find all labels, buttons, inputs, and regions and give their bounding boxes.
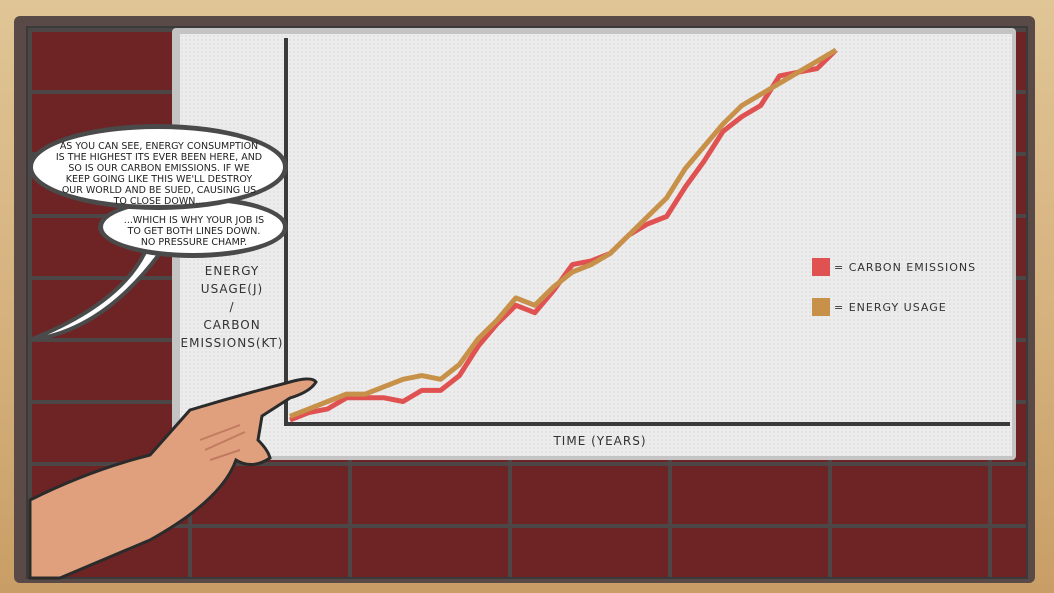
speech-bubble-2: ...which is why your job is to get both … (98, 196, 288, 258)
legend-item-carbon: = Carbon Emissions (812, 258, 976, 276)
legend-swatch-carbon (812, 258, 830, 276)
legend-label-carbon: = Carbon Emissions (834, 260, 977, 274)
whiteboard (180, 34, 1012, 456)
speech-text-2: ...which is why your job is to get both … (123, 215, 265, 248)
y-label-line: Emissions(kt) (180, 336, 284, 350)
series-line-energy (289, 47, 838, 419)
y-label-line: Carbon (203, 318, 261, 332)
speech-text-1: As you can see, energy consumption is th… (55, 141, 263, 207)
legend-label-energy: = Energy Usage (834, 300, 947, 314)
y-label-line: / (229, 300, 235, 314)
legend-item-energy: = Energy Usage (812, 298, 947, 316)
y-label-line: Usage(J) (200, 282, 264, 296)
legend-swatch-energy (812, 298, 830, 316)
y-axis-label: Energy Usage(J) / Carbon Emissions(kt) (180, 262, 284, 352)
y-label-line: Energy (204, 264, 260, 278)
x-axis-label: Time (years) (553, 434, 647, 448)
speech-bubble-1: As you can see, energy consumption is th… (28, 124, 288, 210)
